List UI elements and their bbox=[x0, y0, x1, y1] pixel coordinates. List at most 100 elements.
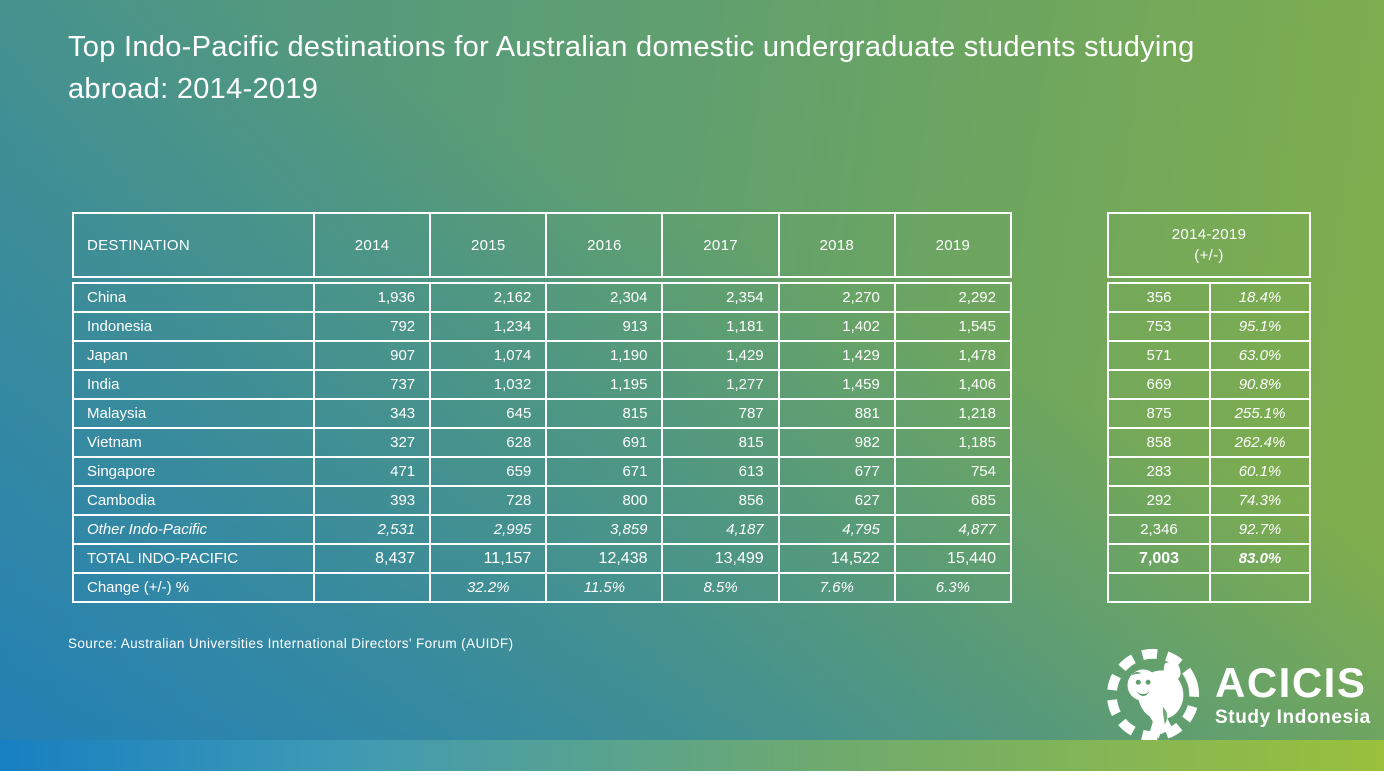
value-cell bbox=[313, 574, 429, 601]
value-cell: 4,187 bbox=[661, 516, 777, 543]
value-cell: 12,438 bbox=[545, 545, 661, 572]
value-cell: 800 bbox=[545, 487, 661, 514]
value-cell: 2,162 bbox=[429, 284, 545, 311]
destination-cell: Vietnam bbox=[87, 434, 142, 451]
value-cell: 4,795 bbox=[777, 516, 894, 543]
value-cell: 815 bbox=[661, 429, 777, 456]
value-cell: 32.2% bbox=[429, 574, 545, 601]
table-row: Vietnam 327 628 691 815 982 1,185 bbox=[74, 427, 1010, 456]
value-cell: 1,277 bbox=[661, 371, 777, 398]
destination-cell: Japan bbox=[87, 347, 128, 364]
change-row: 858 262.4% bbox=[1109, 427, 1309, 456]
table-row: Malaysia 343 645 815 787 881 1,218 bbox=[74, 398, 1010, 427]
change-percent-cell: 92.7% bbox=[1209, 516, 1309, 543]
value-cell: 8.5% bbox=[661, 574, 777, 601]
value-cell: 11.5% bbox=[545, 574, 661, 601]
value-cell: 1,190 bbox=[545, 342, 661, 369]
value-cell: 393 bbox=[313, 487, 429, 514]
value-cell: 685 bbox=[893, 487, 1010, 514]
value-cell: 787 bbox=[661, 400, 777, 427]
value-cell: 1,195 bbox=[545, 371, 661, 398]
change-percent-cell: 90.8% bbox=[1209, 371, 1309, 398]
table-row: Cambodia 393 728 800 856 627 685 bbox=[74, 485, 1010, 514]
value-cell: 913 bbox=[545, 313, 661, 340]
change-count-cell bbox=[1109, 574, 1209, 601]
destination-cell: Singapore bbox=[87, 463, 156, 480]
change-header-text: 2014-2019 (+/-) bbox=[1171, 226, 1247, 264]
value-cell: 14,522 bbox=[777, 545, 894, 572]
value-cell: 1,545 bbox=[893, 313, 1010, 340]
change-count-cell: 2,346 bbox=[1140, 521, 1178, 538]
value-cell: 1,402 bbox=[777, 313, 894, 340]
main-table-body: China 1,936 2,162 2,304 2,354 2,270 2,292 Indon… bbox=[72, 282, 1012, 603]
value-cell: 1,234 bbox=[429, 313, 545, 340]
year-column-header: 2014 bbox=[313, 214, 429, 276]
value-cell: 1,181 bbox=[661, 313, 777, 340]
value-cell: 907 bbox=[313, 342, 429, 369]
value-cell: 677 bbox=[777, 458, 894, 485]
destination-cell: TOTAL INDO-PACIFIC bbox=[87, 550, 239, 567]
source-note: Source: Australian Universities Internat… bbox=[68, 636, 514, 651]
value-cell: 856 bbox=[661, 487, 777, 514]
value-cell: 982 bbox=[777, 429, 894, 456]
change-row: 356 18.4% bbox=[1109, 284, 1309, 311]
destination-column-header: DESTINATION bbox=[87, 236, 191, 254]
value-cell: 671 bbox=[545, 458, 661, 485]
change-count-cell: 753 bbox=[1146, 318, 1172, 335]
change-row: 753 95.1% bbox=[1109, 311, 1309, 340]
value-cell: 1,429 bbox=[661, 342, 777, 369]
value-cell: 2,354 bbox=[661, 284, 777, 311]
change-count-cell: 875 bbox=[1146, 405, 1172, 422]
destination-cell: Cambodia bbox=[87, 492, 156, 509]
table-row: Singapore 471 659 671 613 677 754 bbox=[74, 456, 1010, 485]
footer-white-bar bbox=[0, 771, 1384, 779]
value-cell: 1,032 bbox=[429, 371, 545, 398]
destination-cell: Indonesia bbox=[87, 318, 153, 335]
table-row: Indonesia 792 1,234 913 1,181 1,402 1,545 bbox=[74, 311, 1010, 340]
value-cell: 343 bbox=[313, 400, 429, 427]
value-cell: 1,406 bbox=[893, 371, 1010, 398]
value-cell: 2,531 bbox=[313, 516, 429, 543]
value-cell: 7.6% bbox=[777, 574, 894, 601]
table-row: Other Indo-Pacific 2,531 2,995 3,859 4,187 4,… bbox=[74, 514, 1010, 543]
value-cell: 627 bbox=[777, 487, 894, 514]
value-cell: 613 bbox=[661, 458, 777, 485]
logo-wordmark-block: ACICIS Study Indonesia bbox=[1215, 661, 1371, 729]
change-row: 2,346 92.7% bbox=[1109, 514, 1309, 543]
change-percent-cell: 74.3% bbox=[1209, 487, 1309, 514]
value-cell: 327 bbox=[313, 429, 429, 456]
value-cell: 1,429 bbox=[777, 342, 894, 369]
value-cell: 754 bbox=[893, 458, 1010, 485]
value-cell: 1,478 bbox=[893, 342, 1010, 369]
change-count-cell: 7,003 bbox=[1138, 550, 1180, 567]
change-percent-cell: 262.4% bbox=[1209, 429, 1309, 456]
change-percent-cell: 60.1% bbox=[1209, 458, 1309, 485]
table-row: India 737 1,032 1,195 1,277 1,459 1,406 bbox=[74, 369, 1010, 398]
value-cell: 3,859 bbox=[545, 516, 661, 543]
change-count-cell: 292 bbox=[1146, 492, 1172, 509]
change-count-cell: 858 bbox=[1146, 434, 1172, 451]
page-title: Top Indo-Pacific destinations for Austra… bbox=[68, 31, 1195, 106]
value-cell: 2,995 bbox=[429, 516, 545, 543]
change-percent-cell: 63.0% bbox=[1209, 342, 1309, 369]
value-cell: 737 bbox=[313, 371, 429, 398]
change-row: 283 60.1% bbox=[1109, 456, 1309, 485]
year-column-header: 2017 bbox=[661, 214, 777, 276]
main-table-header: DESTINATION 2014 2015 2016 2017 2018 2019 bbox=[72, 212, 1012, 278]
table-row: Japan 907 1,074 1,190 1,429 1,429 1,478 bbox=[74, 340, 1010, 369]
value-cell: 471 bbox=[313, 458, 429, 485]
change-row: 571 63.0% bbox=[1109, 340, 1309, 369]
table-row: TOTAL INDO-PACIFIC 8,437 11,157 12,438 13,49… bbox=[74, 543, 1010, 572]
value-cell: 792 bbox=[313, 313, 429, 340]
change-row: 292 74.3% bbox=[1109, 485, 1309, 514]
value-cell: 659 bbox=[429, 458, 545, 485]
year-column-header: 2018 bbox=[777, 214, 894, 276]
change-table-body: 356 18.4% 753 95.1% 571 63.0% 669 90.8% 875 255.1… bbox=[1107, 282, 1311, 603]
change-percent-cell: 83.0% bbox=[1209, 545, 1309, 572]
value-cell: 13,499 bbox=[661, 545, 777, 572]
value-cell: 4,877 bbox=[893, 516, 1010, 543]
change-count-cell: 669 bbox=[1146, 376, 1172, 393]
value-cell: 1,218 bbox=[893, 400, 1010, 427]
logo-tagline: Study Indonesia bbox=[1215, 706, 1371, 728]
change-count-cell: 571 bbox=[1146, 347, 1172, 364]
